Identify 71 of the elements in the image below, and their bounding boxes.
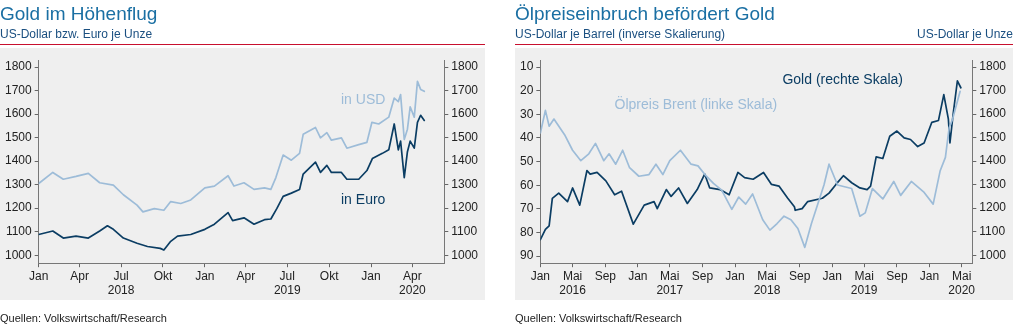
y2-tick-label: 1400 [451,153,479,168]
x-tick-label: Jan [725,268,745,283]
y2-tick-label: 1700 [979,82,1007,97]
x-tick-label: Sep [789,268,811,283]
source-note: Quellen: Volkswirtschaft/Research [0,312,168,324]
x-tick-label: Jan [628,268,648,283]
y-tick-label: 90 [519,248,534,263]
y-tick-label: 1600 [4,106,33,121]
x-tick-label: Jan [919,268,940,283]
x-tick-label: Mai 2016 [559,268,587,298]
y-tick-label: 40 [519,130,534,145]
x-tick-label: Apr [70,268,90,283]
y2-tick-label: 1000 [451,247,479,262]
y-tick-label: 70 [519,201,534,216]
y2-tick-label: 1500 [979,129,1007,144]
series-label: in Euro [341,191,386,208]
y2-tick-label: 1100 [979,224,1006,238]
y-tick-label: 1000 [4,247,33,262]
x-tick-label: Sep [594,268,617,283]
y-tick-label: 1800 [4,59,33,74]
y-tick-label: 1100 [5,224,33,238]
y2-tick-label: 1200 [979,200,1007,215]
y-tick-label: 1400 [4,153,33,168]
x-tick-label: Mai 2017 [656,268,684,298]
x-tick-label: Sep [691,268,714,283]
y2-tick-label: 1300 [979,176,1007,191]
y-tick-label: 1200 [4,200,33,215]
source-note: Quellen: Volkswirtschaft/Research [515,312,683,324]
x-tick-label: Jan [361,268,381,283]
y2-axis-title: US-Dollar je Unze [916,27,1013,43]
x-tick-label: Jan [822,268,842,283]
x-tick-label: Mai 2018 [753,268,781,298]
x-tick-label: Apr [236,268,256,283]
x-tick-label: Jan [195,268,215,283]
y2-tick-label: 1200 [451,200,479,215]
x-tick-label: Jan [530,268,551,283]
x-tick-label: Mai 2019 [850,268,878,298]
x-tick-label: Okt [153,268,173,283]
y-tick-label: 80 [519,224,534,239]
y-tick-label: 10 [519,59,534,74]
x-tick-label: Jan [29,268,49,283]
y-axis-title: US-Dollar je Barrel (inverse Skalierung) [515,27,726,43]
x-tick-label: Jul 2019 [273,268,301,298]
y-tick-label: 30 [519,106,534,121]
chart-title: Gold im Höhenflug [0,2,159,26]
y2-tick-label: 1500 [451,129,479,144]
y2-tick-label: 1700 [451,82,479,97]
y2-tick-label: 1000 [979,247,1007,262]
y-tick-label: 60 [519,177,534,192]
x-tick-label: Mai 2020 [948,268,976,298]
y2-tick-label: 1600 [451,106,479,121]
y-tick-label: 1500 [4,129,33,144]
x-tick-label: Apr 2020 [399,268,427,298]
text: Ölpreis Brent (linke Skala) [614,94,778,112]
x-tick-label: Sep [886,268,908,283]
text: Gold (rechte Skala) [782,71,904,88]
y-tick-label: 1700 [4,82,33,97]
chart-title: Ölpreiseinbruch befördert Gold [515,2,776,26]
y-tick-label: 1300 [4,176,33,191]
x-tick-label: Okt [319,268,340,283]
y2-tick-label: 1800 [979,59,1007,74]
x-tick-label: Jul 2018 [107,268,135,298]
series-label: in USD [341,91,386,108]
y2-tick-label: 1100 [451,224,478,238]
y-tick-label: 20 [519,83,534,98]
y2-tick-label: 1800 [451,59,479,74]
y2-tick-label: 1600 [979,106,1007,121]
y2-tick-label: 1400 [979,153,1007,168]
chart-subtitle: US-Dollar bzw. Euro je Unze [0,27,153,43]
y-tick-label: 50 [519,153,534,168]
y2-tick-label: 1300 [451,176,479,191]
